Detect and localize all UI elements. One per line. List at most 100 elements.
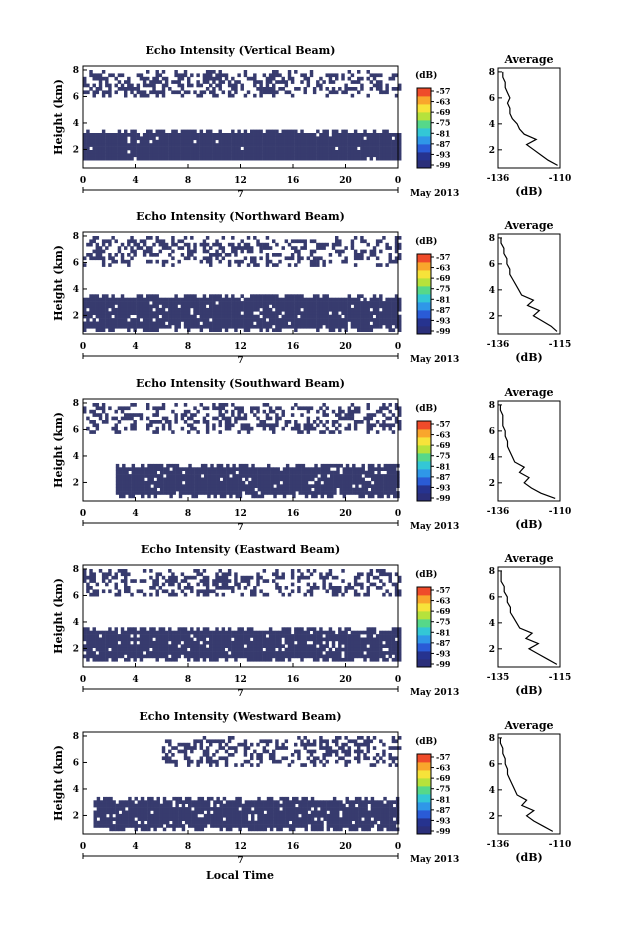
echo-cell: [146, 647, 150, 652]
echo-cell: [190, 156, 194, 161]
echo-cell: [369, 416, 374, 421]
echo-cell: [168, 307, 172, 312]
echo-cell: [191, 470, 195, 475]
echo-cell: [161, 630, 166, 635]
echo-cell: [377, 477, 381, 482]
colorbar-tick-label: -93: [436, 482, 451, 492]
echo-cell: [243, 579, 248, 583]
echo-cell: [246, 314, 251, 319]
echo-cell: [241, 474, 246, 478]
echo-cell: [231, 87, 235, 91]
x-tick-label: 0: [395, 342, 401, 352]
echo-cell: [292, 474, 296, 478]
echo-cell: [275, 136, 279, 141]
echo-cell: [268, 307, 273, 312]
echo-cell: [287, 630, 292, 635]
echo-cell: [161, 301, 166, 305]
echo-cell: [161, 246, 166, 250]
echo-cell: [272, 294, 276, 298]
echo-cell: [152, 582, 156, 587]
echo-cell: [212, 301, 216, 305]
echo-cell: [209, 328, 213, 332]
echo-cell: [259, 256, 263, 261]
echo-cell: [185, 487, 189, 492]
echo-cell: [238, 494, 243, 499]
echo-cell: [83, 133, 87, 137]
echo-cell: [89, 256, 93, 261]
echo-cell: [177, 143, 181, 147]
echo-cell: [205, 582, 210, 587]
echo-cell: [353, 640, 358, 645]
echo-cell: [366, 76, 370, 81]
echo-cell: [149, 423, 153, 428]
echo-cell: [278, 259, 282, 264]
echo-cell: [158, 630, 163, 635]
echo-cell: [149, 307, 153, 312]
echo-cell: [325, 314, 329, 319]
echo-cell: [194, 491, 199, 495]
echo-cell: [394, 150, 399, 154]
echo-cell: [272, 73, 276, 78]
echo-cell: [319, 76, 323, 81]
echo-cell: [278, 589, 282, 594]
echo-cell: [360, 139, 364, 144]
echo-cell: [262, 294, 267, 298]
echo-cell: [287, 129, 292, 134]
echo-cell: [388, 409, 392, 414]
echo-cell: [372, 654, 377, 659]
echo-cell: [263, 480, 268, 485]
average-y-tick-label: 8: [489, 401, 495, 411]
echo-cell: [287, 651, 292, 655]
echo-cell: [234, 83, 238, 88]
echo-cell: [114, 592, 118, 597]
colorbar-tick-label: -75: [436, 284, 450, 294]
echo-cell: [246, 651, 251, 655]
echo-cell: [127, 311, 131, 315]
echo-cell: [243, 423, 248, 428]
echo-cell: [216, 484, 221, 488]
echo-cell: [294, 153, 298, 158]
echo-cell: [142, 321, 147, 326]
echo-cell: [322, 423, 326, 428]
echo-cell: [357, 640, 361, 645]
echo-cell: [361, 480, 365, 485]
echo-cell: [218, 647, 222, 652]
echo-cell: [256, 150, 260, 154]
colorbar-tick-label: -75: [436, 451, 450, 461]
echo-cell: [174, 80, 178, 84]
echo-cell: [183, 304, 188, 309]
echo-cell: [379, 654, 383, 659]
echo-cell: [164, 153, 169, 158]
echo-cell: [306, 153, 311, 158]
echo-cell: [149, 146, 153, 151]
echo-cell: [335, 150, 339, 154]
echo-cell: [322, 301, 326, 305]
echo-cell: [127, 263, 131, 267]
echo-cell: [309, 311, 314, 315]
echo-cell: [158, 586, 163, 590]
echo-cell: [375, 256, 380, 261]
echo-cell: [158, 73, 163, 78]
echo-cell: [306, 647, 311, 652]
echo-cell: [353, 651, 358, 655]
echo-cell: [213, 480, 217, 485]
echo-cell: [284, 647, 289, 652]
echo-cell: [221, 301, 226, 305]
echo-cell: [213, 474, 217, 478]
echo-cell: [101, 153, 106, 158]
echo-cell: [139, 73, 144, 78]
echo-cell: [95, 133, 100, 137]
average-y-tick-label: 8: [489, 234, 495, 244]
echo-cell: [218, 311, 222, 315]
echo-cell: [297, 651, 301, 655]
echo-cell: [152, 146, 156, 151]
echo-cell: [246, 301, 251, 305]
echo-cell: [243, 426, 248, 431]
echo-cell: [142, 569, 147, 573]
echo-cell: [369, 304, 374, 309]
echo-cell: [338, 153, 342, 158]
echo-cell: [391, 413, 396, 417]
echo-cell: [398, 647, 402, 652]
echo-cell: [114, 153, 118, 158]
echo-cell: [275, 328, 279, 332]
